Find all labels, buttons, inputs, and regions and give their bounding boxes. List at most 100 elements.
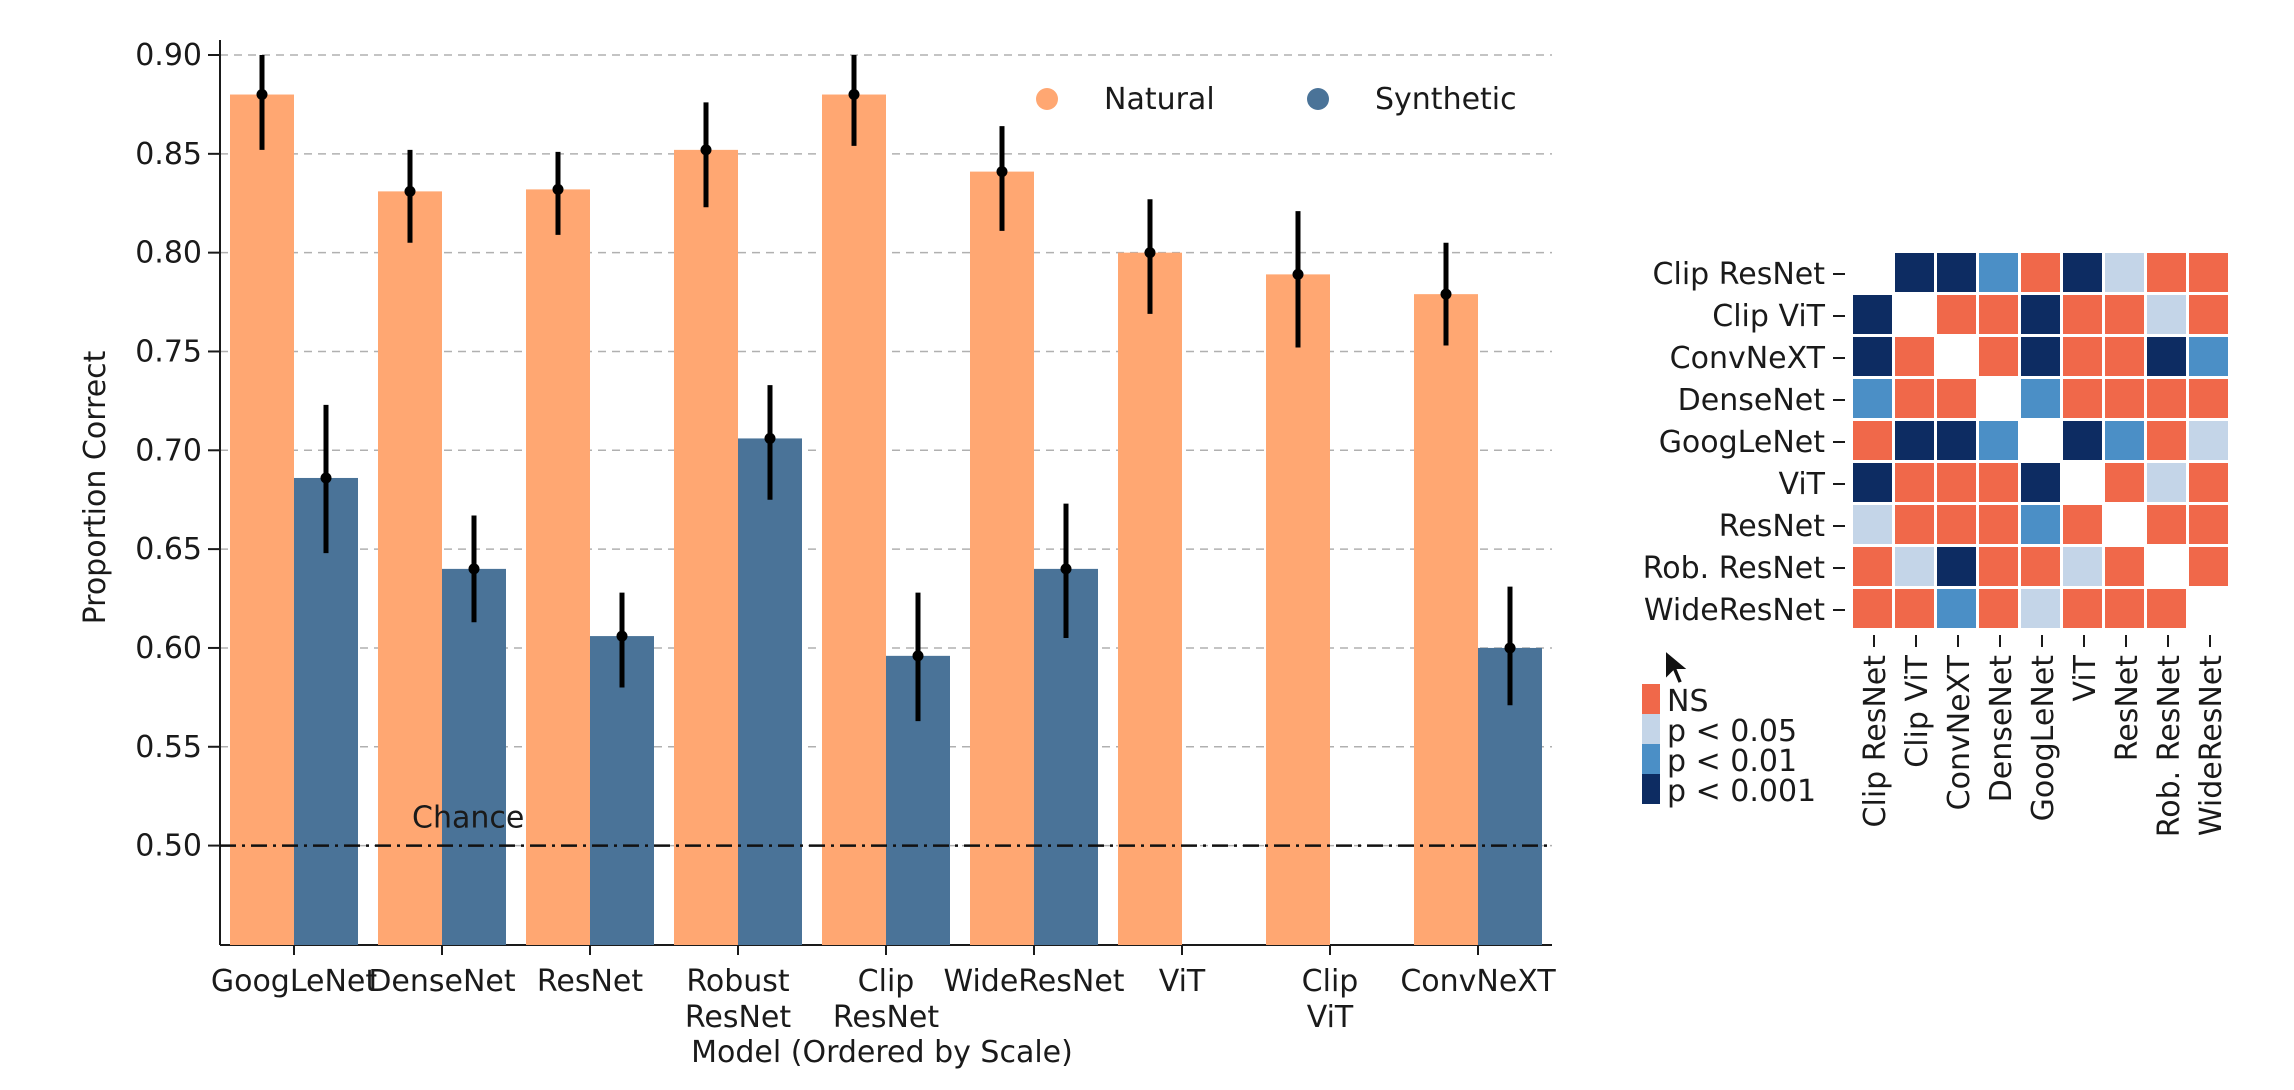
- y-tick-label: 0.60: [135, 631, 202, 666]
- heatmap-cell: [2021, 589, 2060, 628]
- heatmap-cell: [1979, 463, 2018, 502]
- bar-chart: 0.50 0.55 0.60 0.65 0.70 0.75 0.80 0.85 0.90 Prop…: [78, 38, 1556, 1070]
- mean-point: [404, 185, 416, 197]
- mean-point: [552, 183, 564, 195]
- heatmap-cell: [2063, 589, 2102, 628]
- bar-natural: [378, 191, 442, 945]
- heatmap-cell: [1937, 337, 1976, 376]
- heatmap-cell: [2147, 379, 2186, 418]
- x-tick-label: ResNet: [833, 1000, 939, 1035]
- mean-point: [1504, 642, 1516, 654]
- colorbar-label: p < 0.001: [1667, 774, 1816, 809]
- y-tick-label: 0.75: [135, 334, 202, 369]
- heatmap-cell: [1853, 547, 1892, 586]
- y-axis-title: Proportion Correct: [78, 350, 113, 624]
- bar-natural: [1266, 274, 1330, 945]
- heatmap-cell: [2147, 253, 2186, 292]
- heatmap-cell: [1979, 589, 2018, 628]
- heatmap-cell: [1979, 337, 2018, 376]
- heatmap-cell: [2063, 463, 2102, 502]
- bar-natural: [674, 149, 738, 945]
- x-tick-label: ViT: [1159, 964, 1206, 999]
- x-tick-label: Clip: [858, 964, 915, 999]
- heatmap-cell: [1895, 463, 1934, 502]
- heatmap-cell: [1979, 421, 2018, 460]
- bar-natural: [230, 94, 294, 945]
- heatmap-cell: [2063, 337, 2102, 376]
- legend-marker: [1307, 88, 1329, 110]
- mean-point: [996, 166, 1008, 178]
- heatmap-cell: [2063, 379, 2102, 418]
- heatmap-col-label: ConvNeXT: [1942, 654, 1977, 810]
- heatmap-col-label: Rob. ResNet: [2152, 655, 2187, 837]
- colorbar-label: p < 0.01: [1667, 744, 1797, 779]
- heatmap-row-label: GoogLeNet: [1659, 425, 1826, 460]
- heatmap-cell: [1895, 379, 1934, 418]
- heatmap-row-label: WideResNet: [1644, 593, 1825, 628]
- heatmap-cell: [2021, 463, 2060, 502]
- heatmap-cell: [1979, 379, 2018, 418]
- colorbar-label: p < 0.05: [1667, 714, 1797, 749]
- colorbar-swatch: [1642, 774, 1660, 804]
- heatmap-cell: [2021, 253, 2060, 292]
- heatmap-cell: [1979, 505, 2018, 544]
- mean-point: [256, 89, 268, 101]
- bar-natural: [822, 94, 886, 945]
- heatmap-row-label: ViT: [1778, 467, 1825, 502]
- heatmap-col-label: DenseNet: [1984, 655, 2019, 803]
- colorbar-swatch: [1642, 684, 1660, 714]
- heatmap-cell: [2021, 505, 2060, 544]
- heatmap-cell: [2063, 253, 2102, 292]
- x-tick-label: Robust: [686, 964, 790, 999]
- heatmap-cell: [2189, 589, 2228, 628]
- heatmap-row-label: Clip ResNet: [1653, 257, 1826, 292]
- chance-label: Chance: [412, 801, 524, 836]
- y-tick-label: 0.65: [135, 532, 202, 567]
- heatmap-cell: [1937, 589, 1976, 628]
- heatmap-cell: [1937, 505, 1976, 544]
- x-tick-label: ResNet: [537, 964, 643, 999]
- colorbar-label: NS: [1667, 684, 1708, 719]
- bar-synthetic: [442, 568, 506, 945]
- bar-synthetic: [294, 477, 358, 945]
- colorbar-swatch: [1642, 744, 1660, 774]
- heatmap-cell: [2189, 463, 2228, 502]
- bar-natural: [526, 189, 590, 945]
- heatmap-cell: [2189, 253, 2228, 292]
- heatmap-cell: [2105, 337, 2144, 376]
- heatmap-cell: [2147, 337, 2186, 376]
- mean-point: [700, 144, 712, 156]
- heatmap-cell: [2105, 253, 2144, 292]
- heatmap-cell: [1853, 589, 1892, 628]
- bar-natural: [1414, 294, 1478, 945]
- y-tick-label: 0.80: [135, 236, 202, 271]
- heatmap-cell: [2147, 547, 2186, 586]
- heatmap-cell: [2105, 295, 2144, 334]
- heatmap-cell: [2189, 505, 2228, 544]
- mean-point: [764, 432, 776, 444]
- heatmap-cell: [1853, 337, 1892, 376]
- heatmap-cell: [2063, 295, 2102, 334]
- heatmap-row-label: Clip ViT: [1712, 299, 1825, 334]
- heatmap-cell: [1937, 421, 1976, 460]
- mean-point: [320, 472, 332, 484]
- heatmap-cell: [2021, 337, 2060, 376]
- heatmap-cell: [2189, 547, 2228, 586]
- x-tick-label: ViT: [1307, 1000, 1354, 1035]
- x-tick-label: Clip: [1302, 964, 1359, 999]
- mean-point: [1144, 247, 1156, 259]
- heatmap-cell: [1895, 547, 1934, 586]
- y-tick-label: 0.55: [135, 730, 202, 765]
- x-tick-label: GoogLeNet: [211, 964, 378, 999]
- heatmap-cell: [1853, 505, 1892, 544]
- y-tick-label: 0.70: [135, 433, 202, 468]
- heatmap-cell: [2105, 547, 2144, 586]
- heatmap-cell: [2147, 589, 2186, 628]
- bar-synthetic: [590, 636, 654, 945]
- heatmap-cell: [1895, 421, 1934, 460]
- mean-point: [848, 89, 860, 101]
- heatmap-cell: [1937, 253, 1976, 292]
- heatmap-cell: [2189, 337, 2228, 376]
